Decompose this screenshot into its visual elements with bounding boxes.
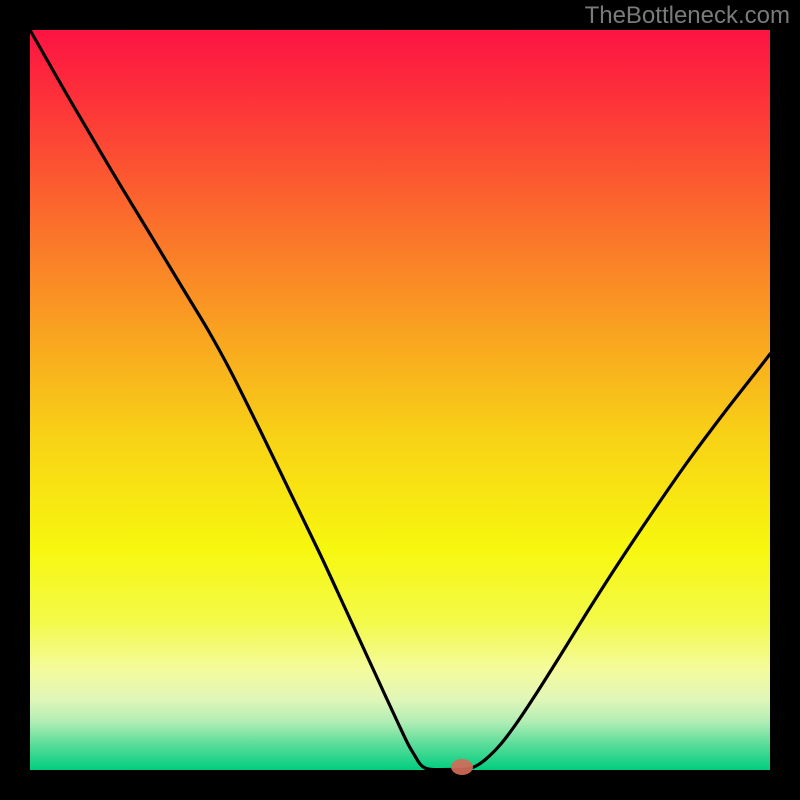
bottleneck-curve	[30, 30, 770, 770]
optimal-marker	[451, 759, 473, 775]
plot-area	[30, 30, 770, 770]
watermark-text: TheBottleneck.com	[585, 2, 790, 30]
chart-frame: TheBottleneck.com	[0, 0, 800, 800]
curve-path	[30, 30, 770, 770]
